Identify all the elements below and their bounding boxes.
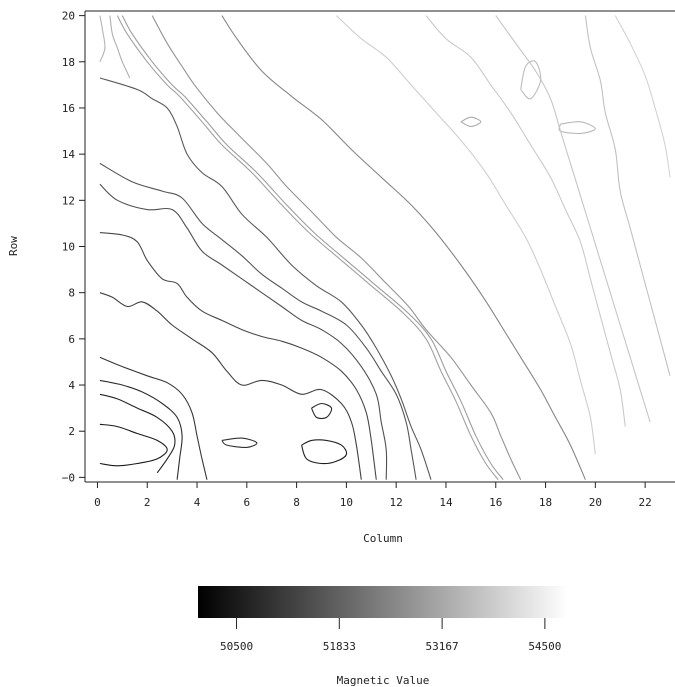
contour-line	[99, 393, 176, 474]
colorbar-tick-label: 51833	[323, 640, 356, 653]
contour-line	[116, 15, 499, 481]
y-tick-label: 18	[62, 56, 75, 69]
colorbar-gradient	[198, 586, 568, 618]
y-axis-title: Row	[7, 236, 20, 256]
x-tick-label: 14	[439, 496, 453, 509]
contour-line	[614, 15, 671, 178]
contour-line	[460, 116, 482, 127]
contour-line	[99, 77, 432, 480]
contour-line	[520, 60, 542, 100]
contour-line	[99, 15, 106, 63]
contour-line	[336, 15, 596, 455]
contour-line	[99, 379, 183, 480]
x-tick-label: 10	[340, 496, 353, 509]
colorbar-tick-label: 53167	[426, 640, 459, 653]
x-tick-label: 20	[589, 496, 602, 509]
x-tick-label: 12	[390, 496, 403, 509]
axes: 0 2 4 6 8 10 12 14 16 18 20 22 −0 2 4 6 8 10 12 14 16 18 20	[62, 10, 675, 509]
contour-line	[311, 402, 333, 420]
y-tick-label: 14	[62, 148, 76, 161]
y-tick-label: 4	[68, 379, 75, 392]
x-tick-label: 18	[539, 496, 552, 509]
contour-line	[221, 437, 258, 449]
contour-line	[301, 439, 348, 465]
y-tick-label: 12	[62, 194, 75, 207]
x-tick-label: 16	[489, 496, 502, 509]
x-tick-label: 0	[94, 496, 101, 509]
contour-line	[99, 356, 208, 480]
colorbar-tick-label: 50500	[220, 640, 253, 653]
contour-line	[99, 292, 362, 480]
contour-line	[495, 15, 651, 423]
contour-line	[121, 15, 504, 481]
contour-line	[151, 15, 522, 480]
x-tick-label: 6	[244, 496, 251, 509]
y-tick-label: 2	[68, 425, 75, 438]
x-ticks: 0 2 4 6 8 10 12 14 16 18 20 22	[94, 482, 652, 509]
y-ticks: −0 2 4 6 8 10 12 14 16 18 20	[62, 10, 85, 484]
contour-line	[425, 15, 626, 427]
y-tick-label: 6	[68, 333, 75, 346]
colorbar: 50500 51833 53167 54500 Magnetic Value	[198, 586, 568, 687]
y-tick-label: 10	[62, 241, 75, 254]
contour-line	[109, 15, 131, 79]
contour-line	[99, 232, 377, 480]
x-tick-label: 4	[194, 496, 201, 509]
contour-lines	[99, 15, 671, 481]
contour-line	[99, 183, 388, 480]
contour-line	[221, 15, 586, 480]
colorbar-ticks: 50500 51833 53167 54500	[220, 618, 561, 653]
contour-line	[558, 121, 596, 135]
x-tick-label: 2	[144, 496, 151, 509]
x-tick-label: 8	[293, 496, 300, 509]
colorbar-tick-label: 54500	[528, 640, 561, 653]
y-tick-label: 20	[62, 10, 75, 23]
y-tick-label: −0	[62, 471, 75, 484]
y-tick-label: 16	[62, 102, 75, 115]
contour-line	[99, 162, 417, 480]
x-tick-label: 22	[639, 496, 652, 509]
colorbar-title: Magnetic Value	[337, 674, 430, 687]
x-axis-title: Column	[363, 532, 403, 545]
contour-line	[584, 15, 671, 376]
contour-line	[99, 423, 168, 467]
y-tick-label: 8	[68, 287, 75, 300]
